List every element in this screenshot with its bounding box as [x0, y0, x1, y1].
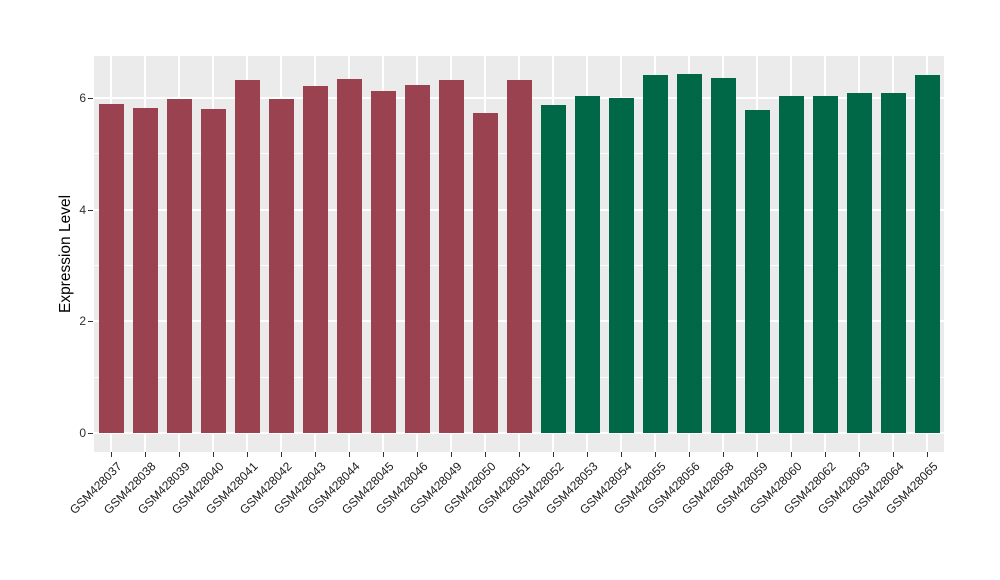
bar-GSM428051	[506, 79, 532, 433]
x-tick	[756, 452, 758, 457]
x-tick	[858, 452, 860, 457]
bar-GSM428058	[710, 78, 736, 433]
bar-GSM428060	[778, 96, 804, 433]
x-tick	[416, 452, 418, 457]
bar-GSM428040	[200, 109, 226, 433]
bar-GSM428041	[234, 79, 260, 433]
x-tick	[892, 452, 894, 457]
y-tick-label: 2	[79, 314, 86, 329]
y-tick	[88, 433, 93, 434]
y-tick-label: 6	[79, 91, 86, 106]
bar-GSM428037	[98, 103, 124, 433]
bar-GSM428042	[268, 99, 294, 433]
x-tick	[654, 452, 656, 457]
x-tick	[246, 452, 248, 457]
bar-GSM428062	[812, 95, 838, 433]
x-tick	[280, 452, 282, 457]
bar-GSM428046	[404, 84, 430, 433]
y-tick-label: 4	[79, 202, 86, 217]
bar-GSM428038	[132, 107, 158, 433]
bar-GSM428049	[438, 80, 464, 433]
x-tick	[722, 452, 724, 457]
bar-GSM428043	[302, 86, 328, 433]
bar-GSM428063	[846, 92, 872, 433]
x-tick	[620, 452, 622, 457]
x-tick	[110, 452, 112, 457]
x-tick	[484, 452, 486, 457]
bar-GSM428055	[642, 74, 668, 433]
bar-GSM428044	[336, 79, 362, 433]
bar-GSM428054	[608, 98, 634, 433]
bar-GSM428056	[676, 74, 702, 433]
x-tick	[552, 452, 554, 457]
x-tick	[790, 452, 792, 457]
x-tick	[450, 452, 452, 457]
bar-GSM428039	[166, 99, 192, 433]
x-tick	[144, 452, 146, 457]
x-tick	[518, 452, 520, 457]
bar-GSM428050	[472, 112, 498, 433]
x-tick	[382, 452, 384, 457]
x-tick	[824, 452, 826, 457]
x-tick	[314, 452, 316, 457]
x-tick	[178, 452, 180, 457]
x-tick	[212, 452, 214, 457]
bar-GSM428065	[914, 74, 940, 433]
x-tick	[688, 452, 690, 457]
bar-GSM428059	[744, 109, 770, 433]
bar-GSM428053	[574, 95, 600, 433]
x-tick	[586, 452, 588, 457]
x-tick	[926, 452, 928, 457]
bar-GSM428052	[540, 104, 566, 433]
plot-panel	[94, 56, 944, 452]
bar-GSM428045	[370, 91, 396, 433]
y-tick	[88, 321, 93, 323]
y-tick	[88, 98, 93, 100]
bar-GSM428064	[880, 92, 906, 433]
y-tick	[88, 209, 93, 211]
y-tick-label: 0	[79, 426, 86, 440]
x-tick	[348, 452, 350, 457]
